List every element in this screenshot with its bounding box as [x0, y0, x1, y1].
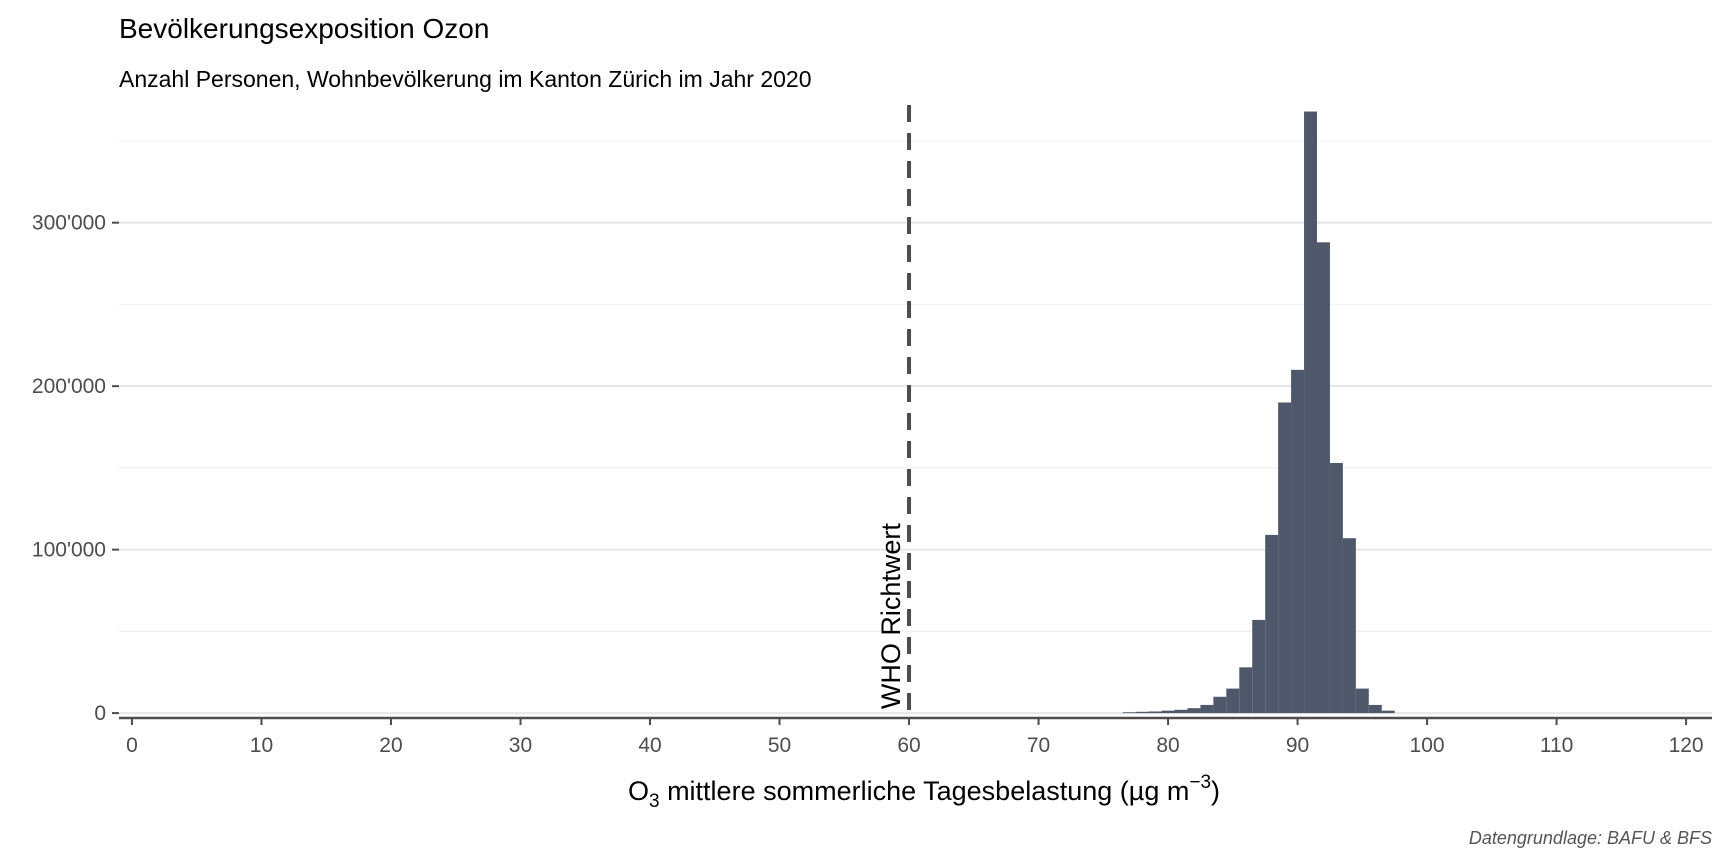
histogram-bar — [1278, 402, 1292, 714]
y-tick-label: 0 — [94, 702, 106, 725]
x-axis-label-suffix: ) — [1211, 776, 1220, 806]
x-tick-label: 80 — [1156, 734, 1179, 757]
histogram-bar — [1213, 696, 1227, 714]
y-tick-label: 100'000 — [32, 539, 106, 562]
x-axis-label-prefix: O — [628, 776, 649, 806]
chart-title: Bevölkerungsexposition Ozon — [119, 13, 489, 44]
x-axis-label: O3 mittlere sommerliche Tagesbelastung (… — [628, 772, 1220, 812]
y-tick-label: 200'000 — [32, 375, 106, 398]
x-tick-label: 70 — [1027, 734, 1050, 757]
grid-lines — [119, 140, 1712, 715]
x-axis-label-subscript: 3 — [649, 791, 660, 812]
x-tick-label: 30 — [509, 734, 532, 757]
chart-subtitle: Anzahl Personen, Wohnbevölkerung im Kant… — [119, 66, 812, 92]
x-tick-label: 0 — [126, 734, 138, 757]
y-tick-label: 300'000 — [32, 212, 106, 235]
histogram-bar — [1291, 369, 1305, 714]
histogram-bar — [1368, 704, 1382, 714]
histogram-bar — [1200, 704, 1214, 714]
chart-caption: Datengrundlage: BAFU & BFS — [1469, 828, 1712, 848]
histogram-bar — [1329, 462, 1343, 714]
histogram-bar — [1135, 711, 1149, 714]
x-tick-label: 100 — [1410, 734, 1445, 757]
histogram-bar — [1239, 667, 1253, 714]
histogram-bar — [1265, 534, 1279, 714]
histogram-bar — [1342, 538, 1356, 714]
x-axis-label-main: mittlere sommerliche Tagesbelastung (µg … — [660, 776, 1190, 806]
x-tick-label: 110 — [1540, 734, 1573, 757]
x-axis-ticks: 0 10 20 30 40 50 60 70 80 90 100 110 120 — [126, 718, 1704, 757]
histogram-bar — [1122, 712, 1136, 714]
x-tick-label: 120 — [1669, 734, 1704, 757]
x-tick-label: 90 — [1286, 734, 1309, 757]
histogram-bar — [1316, 242, 1330, 714]
x-tick-label: 10 — [250, 734, 273, 757]
x-tick-label: 20 — [379, 734, 402, 757]
histogram-bar — [1187, 708, 1201, 714]
histogram-bar — [1355, 688, 1369, 714]
x-tick-label: 60 — [897, 734, 920, 757]
reference-line-label: WHO Richtwert — [876, 523, 906, 710]
histogram-bar — [1381, 710, 1395, 714]
histogram-bar — [1161, 710, 1175, 714]
y-axis-ticks: 0 100'000 200'000 300'000 — [32, 212, 119, 725]
x-tick-label: 40 — [638, 734, 661, 757]
histogram-bar — [1304, 111, 1317, 714]
reference-line-group: WHO Richtwert — [876, 105, 912, 718]
bars — [1122, 111, 1395, 714]
histogram-bar — [1226, 688, 1240, 714]
x-axis-label-superscript: −3 — [1189, 772, 1211, 793]
histogram-bar — [1174, 709, 1188, 714]
histogram-bar — [1148, 711, 1162, 714]
x-tick-label: 50 — [768, 734, 791, 757]
histogram-bar — [1252, 619, 1266, 714]
